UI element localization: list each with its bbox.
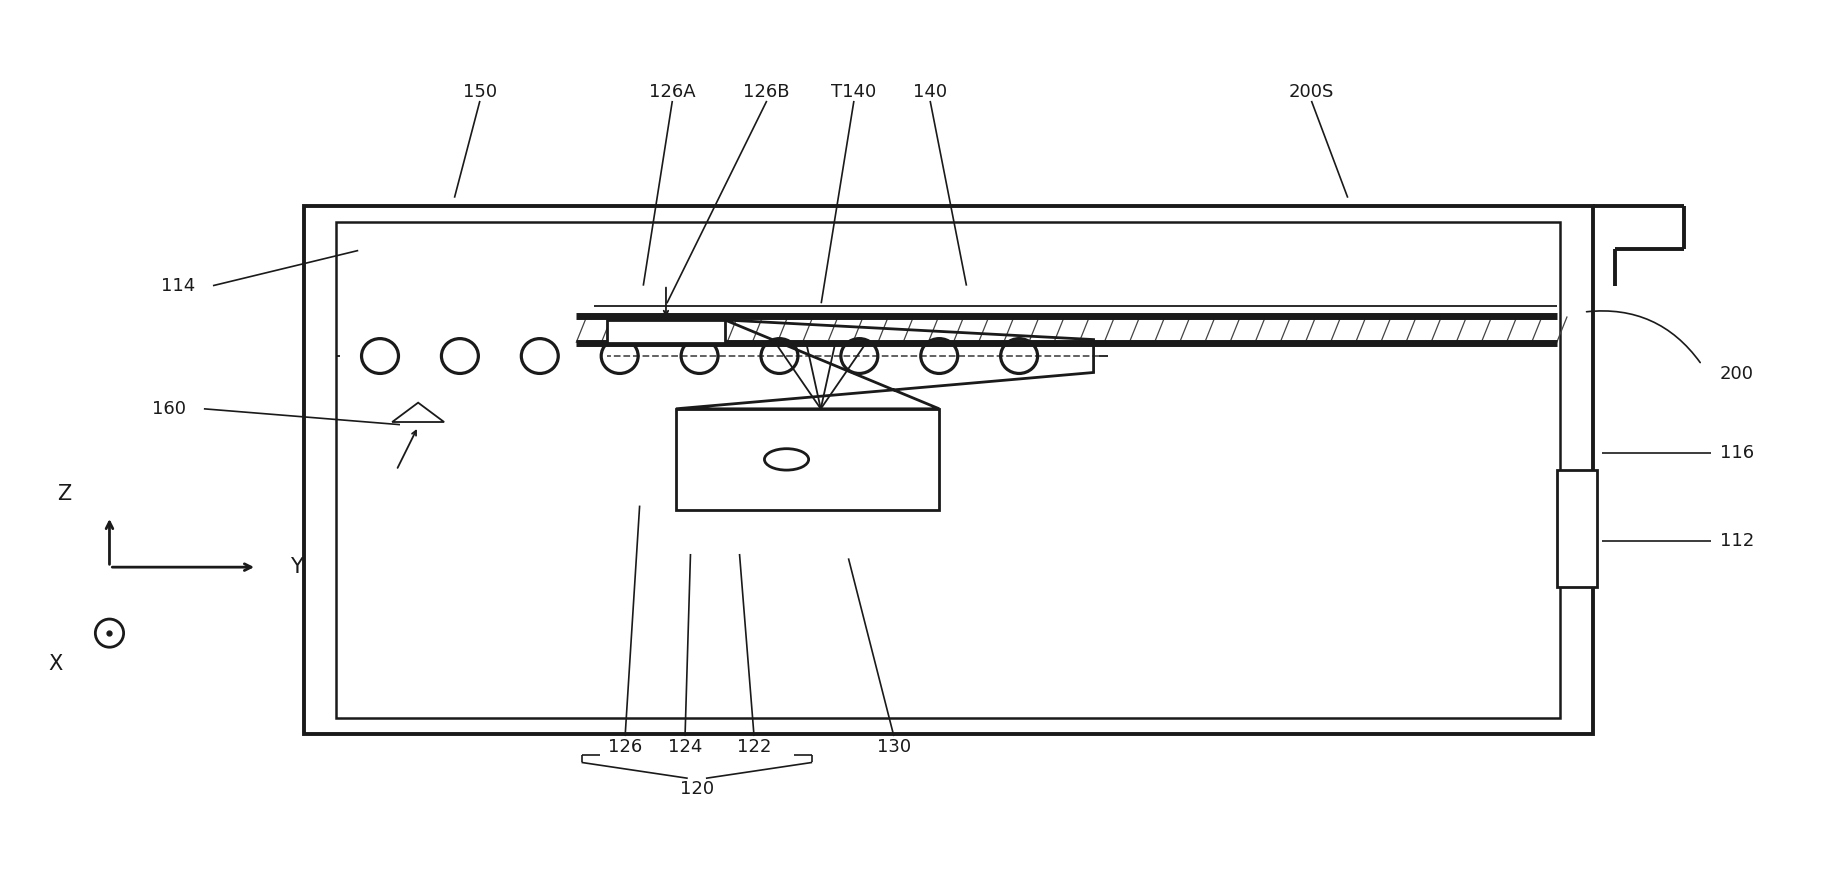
Bar — [676, 408, 939, 510]
Text: T140: T140 — [831, 83, 877, 101]
Text: Z: Z — [57, 484, 71, 504]
Text: 126A: 126A — [649, 83, 695, 101]
Text: 200: 200 — [1719, 365, 1754, 383]
Text: 120: 120 — [680, 780, 713, 797]
Bar — [304, 207, 1591, 734]
Text: 116: 116 — [1719, 444, 1754, 462]
Text: X: X — [47, 654, 62, 674]
Bar — [335, 222, 1559, 718]
Text: 124: 124 — [667, 739, 702, 757]
Text: 114: 114 — [160, 277, 195, 295]
Text: 150: 150 — [463, 83, 496, 101]
Text: 126B: 126B — [744, 83, 789, 101]
Bar — [607, 320, 724, 343]
Text: Y: Y — [290, 557, 303, 577]
Text: 160: 160 — [151, 400, 186, 418]
Text: 140: 140 — [913, 83, 946, 101]
Text: 122: 122 — [736, 739, 771, 757]
Text: 112: 112 — [1719, 532, 1754, 550]
Text: 130: 130 — [877, 739, 910, 757]
Bar — [1555, 471, 1595, 586]
Text: 126: 126 — [607, 739, 642, 757]
Text: 200S: 200S — [1289, 83, 1333, 101]
